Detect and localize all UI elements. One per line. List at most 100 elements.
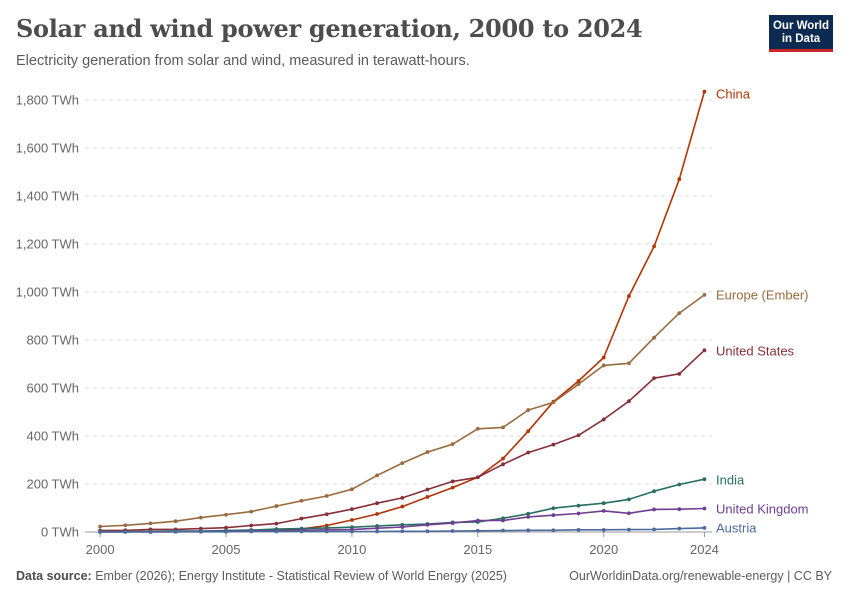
data-point bbox=[123, 523, 128, 528]
data-point bbox=[652, 244, 656, 249]
data-point bbox=[324, 494, 329, 498]
data-point bbox=[677, 482, 682, 487]
data-point bbox=[350, 518, 354, 522]
data-point bbox=[274, 529, 279, 534]
data-point bbox=[350, 507, 354, 512]
y-tick-label: 1,000 TWh bbox=[16, 285, 79, 300]
data-point bbox=[274, 521, 279, 526]
data-point bbox=[375, 529, 379, 534]
data-point bbox=[501, 456, 505, 461]
series-line bbox=[100, 91, 706, 533]
data-point bbox=[425, 487, 430, 492]
data-point bbox=[425, 522, 430, 527]
data-point bbox=[551, 400, 556, 405]
data-point bbox=[576, 379, 581, 383]
series-label: United States bbox=[716, 344, 795, 359]
license-link[interactable]: OurWorldinData.org/renewable-energy | CC… bbox=[569, 569, 832, 583]
logo-line-2: in Data bbox=[781, 33, 821, 45]
data-point bbox=[249, 529, 254, 534]
data-point bbox=[299, 529, 304, 534]
series-label: India bbox=[716, 473, 745, 488]
data-point bbox=[627, 294, 631, 298]
y-tick-label: 1,400 TWh bbox=[16, 189, 79, 204]
data-point bbox=[148, 530, 153, 534]
series-end-labels: China Europe (Ember) United States India Uni… bbox=[716, 87, 809, 536]
series-label: Austria bbox=[716, 521, 757, 536]
data-point bbox=[702, 348, 707, 353]
data-point bbox=[652, 376, 656, 381]
data-point bbox=[677, 311, 682, 316]
data-point bbox=[526, 514, 531, 519]
data-point bbox=[677, 177, 682, 182]
grid-lines bbox=[85, 99, 712, 533]
data-point bbox=[576, 511, 581, 516]
data-point bbox=[224, 525, 228, 530]
data-point bbox=[526, 528, 531, 533]
data-source-label: Data source: bbox=[16, 569, 92, 583]
data-point bbox=[350, 487, 354, 492]
data-point bbox=[198, 529, 203, 534]
data-point bbox=[425, 529, 430, 534]
data-point bbox=[702, 292, 707, 297]
data-point bbox=[450, 529, 455, 533]
y-tick-label: 1,800 TWh bbox=[16, 93, 79, 108]
data-point bbox=[475, 518, 480, 523]
data-source-text: Ember (2026); Energy Institute - Statist… bbox=[95, 569, 507, 583]
data-point bbox=[350, 529, 354, 534]
y-axis-ticks: 0 TWh 200 TWh 400 TWh 600 TWh 800 TWh 1,000 T… bbox=[16, 93, 79, 540]
data-point bbox=[375, 512, 379, 516]
data-point bbox=[299, 498, 304, 503]
owid-logo[interactable]: Our World in Data bbox=[769, 15, 833, 52]
chart-subtitle: Electricity generation from solar and wi… bbox=[16, 53, 470, 69]
data-point bbox=[702, 89, 707, 94]
data-point bbox=[627, 399, 631, 404]
data-point bbox=[601, 508, 606, 513]
data-point bbox=[652, 507, 656, 512]
data-point bbox=[425, 450, 430, 454]
data-point bbox=[551, 528, 556, 533]
data-point bbox=[450, 442, 455, 447]
series-line bbox=[100, 349, 705, 532]
data-point bbox=[576, 503, 581, 508]
data-point bbox=[652, 527, 656, 532]
line-chart: 0 TWh 200 TWh 400 TWh 600 TWh 800 TWh 1,000 T… bbox=[16, 87, 809, 558]
data-point bbox=[450, 479, 455, 484]
data-point bbox=[551, 513, 556, 518]
data-point bbox=[400, 461, 405, 466]
data-point bbox=[400, 504, 405, 509]
data-point bbox=[677, 507, 682, 512]
y-tick-label: 200 TWh bbox=[26, 477, 79, 492]
data-point bbox=[148, 521, 153, 526]
data-point bbox=[501, 462, 505, 467]
data-point bbox=[702, 477, 707, 482]
data-point bbox=[501, 425, 505, 430]
data-point bbox=[173, 529, 178, 534]
data-point bbox=[601, 417, 606, 422]
data-point bbox=[526, 511, 531, 516]
data-point bbox=[450, 485, 455, 490]
data-point bbox=[526, 450, 531, 455]
y-tick-label: 1,200 TWh bbox=[16, 237, 79, 252]
data-point bbox=[551, 506, 556, 511]
data-point bbox=[450, 521, 455, 526]
data-point bbox=[475, 475, 480, 480]
data-point bbox=[627, 497, 631, 502]
y-tick-label: 1,600 TWh bbox=[16, 141, 79, 156]
data-point bbox=[601, 363, 606, 368]
data-point bbox=[375, 501, 379, 506]
data-point bbox=[501, 518, 505, 523]
x-tick-label: 2024 bbox=[690, 542, 719, 557]
data-point bbox=[601, 527, 606, 532]
y-tick-label: 600 TWh bbox=[26, 381, 79, 396]
data-point bbox=[677, 526, 682, 531]
data-point bbox=[249, 523, 254, 528]
data-point bbox=[98, 524, 103, 529]
data-point bbox=[173, 519, 178, 524]
y-tick-label: 0 TWh bbox=[41, 525, 79, 540]
data-point bbox=[652, 489, 656, 494]
x-axis: 2000 2005 2010 2015 2020 2024 bbox=[86, 532, 719, 557]
data-point bbox=[299, 516, 304, 521]
chart-title: Solar and wind power generation, 2000 to… bbox=[16, 14, 643, 43]
data-point bbox=[249, 509, 254, 514]
data-point bbox=[224, 529, 228, 534]
